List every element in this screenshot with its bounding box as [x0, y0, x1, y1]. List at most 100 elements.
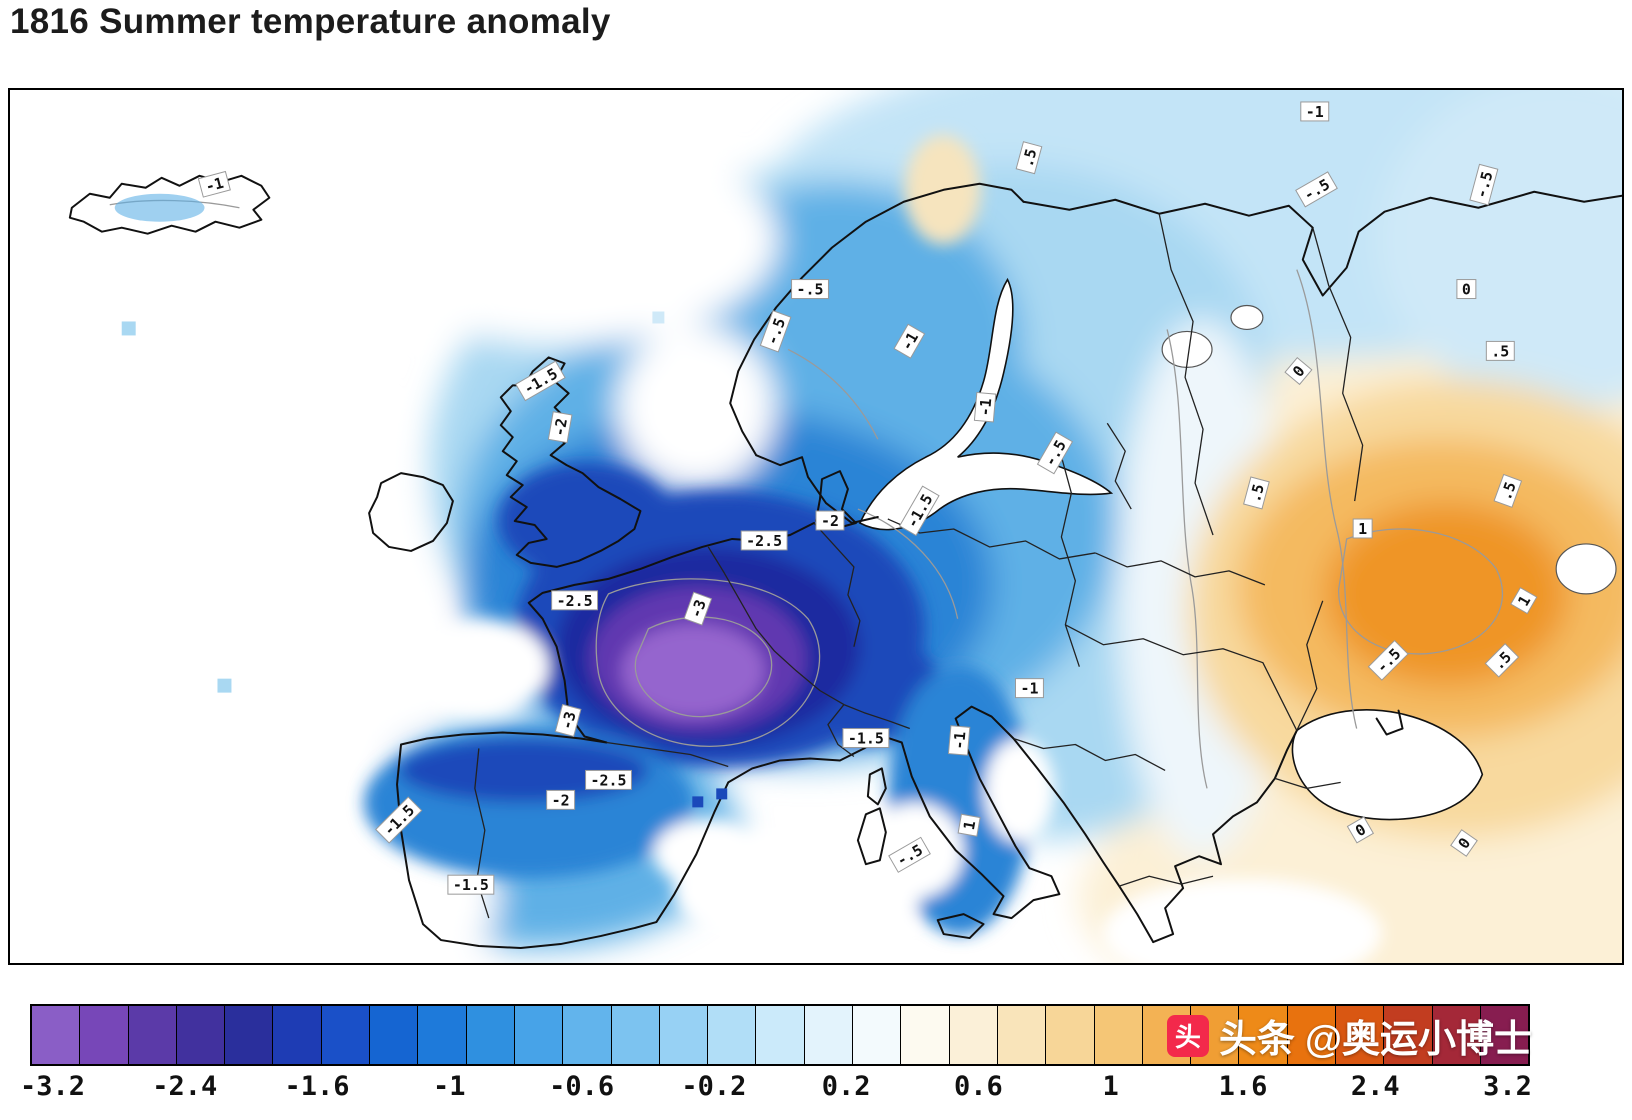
colorbar-wrap: -3.2 -2.4 -1.6 -1 -0.6 -0.2 0.2 0.6 1 1.6 2.4 3.2 — [20, 1004, 1532, 1105]
contour-label: -1.5 — [842, 728, 890, 748]
colorbar-cell — [1383, 1006, 1432, 1064]
svg-text:-1: -1 — [950, 731, 969, 751]
svg-text:-2.5: -2.5 — [557, 592, 593, 610]
sicily-coast — [936, 913, 985, 940]
contour-label: -2 — [815, 510, 845, 531]
colorbar-cell — [1286, 1006, 1336, 1064]
colorbar-cell — [1431, 1006, 1480, 1064]
continental-coast — [396, 522, 1155, 950]
colorbar-tick: 2.4 — [1350, 1071, 1400, 1102]
contour-label: -1 — [973, 391, 997, 423]
norwegian-sea-mask — [349, 134, 779, 345]
contour-label: -2.5 — [740, 530, 788, 551]
corsica-coast — [866, 767, 887, 806]
atlantic-mask — [10, 279, 429, 938]
colorbar-cell — [513, 1006, 563, 1064]
contour-label: -1 — [947, 725, 971, 756]
colorbar-cell — [369, 1006, 418, 1064]
france-purple-core — [621, 623, 766, 718]
colorbar-cell — [852, 1006, 901, 1064]
watermark-handle: @奥运小博士 — [1304, 1019, 1532, 1061]
iceland-inner-shade — [114, 193, 205, 222]
colorbar-tick: -1 — [433, 1071, 466, 1102]
adriatic-mask — [984, 738, 1055, 843]
colorbar-tick: 0.2 — [821, 1071, 871, 1102]
page-title: 1816 Summer temperature anomaly — [10, 2, 611, 41]
contour-label: -1 — [197, 170, 231, 198]
black-sea — [1291, 709, 1484, 821]
contour-labels: -1-1.5-.5 -.50-.5-.5 -1-1.50-1.5-2-.5.51.5… — [197, 101, 1538, 895]
balearic-cell-1 — [692, 796, 704, 808]
svg-text:-1: -1 — [1020, 680, 1038, 698]
svg-text:-1.5: -1.5 — [848, 730, 884, 748]
grid-cell-artifacts — [121, 311, 728, 808]
colorbar-cell — [79, 1006, 128, 1064]
biscay-mask — [413, 618, 549, 715]
colorbar-tick: -0.2 — [681, 1071, 747, 1102]
contour-label: -1 — [1015, 678, 1044, 699]
contour-label: 1 — [957, 813, 981, 837]
svg-text:-2: -2 — [821, 512, 839, 530]
contour-label: 0 — [1346, 816, 1375, 844]
contour-label: 1 — [1352, 518, 1373, 539]
svg-text:-2.5: -2.5 — [591, 771, 627, 789]
denmark-coast — [815, 470, 857, 530]
colorbar-tick: 1.6 — [1218, 1071, 1268, 1102]
colorbar-cell — [996, 1006, 1046, 1064]
contour-label: -1.5 — [375, 796, 423, 844]
colorbar-cell — [1335, 1006, 1384, 1064]
colorbar-cell — [658, 1006, 708, 1064]
ireland-coast — [368, 472, 454, 552]
svg-text:.5: .5 — [1018, 147, 1040, 169]
colorbar-cell — [610, 1006, 659, 1064]
svg-text:1: 1 — [1358, 520, 1367, 538]
watermark: 头 头条 @奥运小博士 — [1166, 1008, 1532, 1063]
anomaly-field — [10, 90, 1622, 963]
contour-label: .5 — [1493, 473, 1523, 508]
colorbar-cell — [562, 1006, 611, 1064]
colorbar-tick: -0.6 — [549, 1071, 615, 1102]
svg-text:.5: .5 — [1497, 480, 1520, 503]
colorbar — [30, 1004, 1530, 1066]
colorbar-cell — [465, 1006, 514, 1064]
crimea-coast — [1375, 709, 1404, 736]
anomaly-map-svg: -1-1.5-.5 -.50-.5-.5 -1-1.50-1.5-2-.5.51.5… — [10, 90, 1622, 963]
colorbar-cell — [803, 1006, 853, 1064]
svg-text:0: 0 — [1462, 281, 1471, 299]
warm-deep-core — [1324, 502, 1569, 686]
svg-text:-2: -2 — [550, 417, 571, 438]
contour-label: -2 — [547, 411, 573, 444]
colorbar-tick: -2.4 — [152, 1071, 218, 1102]
scandinavia-south-coast — [755, 454, 879, 525]
contour-label: .5 — [1243, 476, 1270, 510]
toutiao-logo-icon: 头 — [1166, 1014, 1209, 1057]
lake-onega — [1230, 304, 1264, 331]
colorbar-cell — [224, 1006, 273, 1064]
svg-text:.5: .5 — [1246, 482, 1268, 504]
arctic-pale-blob — [1376, 90, 1622, 410]
north-sea-mask — [616, 325, 777, 490]
colorbar-cell — [127, 1006, 176, 1064]
colorbar-tick: 0.6 — [954, 1071, 1003, 1102]
colorbar-cell — [900, 1006, 949, 1064]
balearic-sea-mask — [653, 818, 764, 889]
colorbar-cell — [1093, 1006, 1142, 1064]
anomaly-map: -1 -1.5 -.5 -.5 0 -.5 -.5 -1 -1.5 0 -1.5 -2 -.5.5 1.5… — [8, 88, 1624, 965]
svg-text:-3: -3 — [558, 710, 580, 732]
colorbar-tick: -3.2 — [19, 1071, 86, 1102]
colorbar-cell — [1479, 1006, 1529, 1064]
colorbar-cell — [32, 1006, 80, 1064]
contour-label: .5 — [1485, 340, 1515, 361]
country-borders — [474, 213, 1364, 919]
svg-text:-.5: -.5 — [797, 281, 824, 299]
iceland-coast — [68, 174, 271, 235]
svg-text:-1: -1 — [203, 174, 225, 196]
colorbar-cell — [417, 1006, 466, 1064]
contour-label: -1 — [1300, 101, 1330, 122]
contour-label: 0 — [1284, 356, 1313, 386]
contour-label: -3 — [683, 591, 713, 626]
svg-text:-3: -3 — [687, 597, 710, 620]
colorbar-ticks: -3.2 -2.4 -1.6 -1 -0.6 -0.2 0.2 0.6 1 1.6 2.4 3.2 — [20, 1071, 1532, 1105]
colorbar-tick: 3.2 — [1483, 1071, 1532, 1102]
contour-label: -2 — [546, 789, 576, 810]
